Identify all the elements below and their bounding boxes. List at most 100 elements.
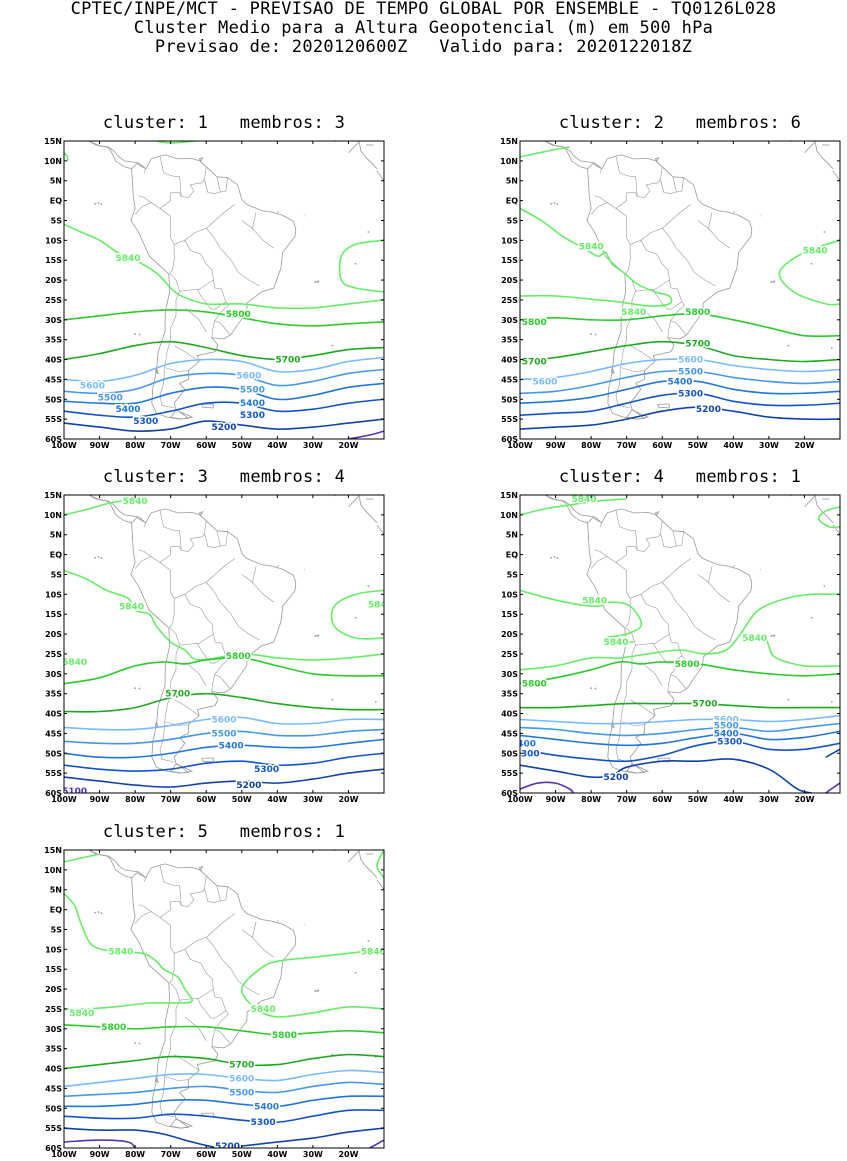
lat-label: 50S <box>45 1104 62 1113</box>
contour-5600 <box>520 716 840 724</box>
island-dot <box>788 345 790 347</box>
island-coastline <box>199 867 203 870</box>
island-coastline <box>658 404 670 408</box>
country-border <box>621 368 645 372</box>
contour-label-5500: 5500 <box>229 1088 254 1098</box>
contour-5300 <box>64 1110 384 1122</box>
island-dot <box>556 203 558 205</box>
contour-5840 <box>765 634 840 666</box>
island-coastline <box>277 566 279 567</box>
panel-2-title: cluster: 2 membros: 6 <box>520 113 840 133</box>
contour-5200 <box>520 407 840 429</box>
lon-label: 50W <box>688 441 708 450</box>
lat-label: 35S <box>501 690 518 699</box>
island-coastline <box>348 496 377 523</box>
lat-label: 30S <box>45 1025 62 1034</box>
country-border <box>616 156 637 208</box>
country-border <box>637 521 662 552</box>
lat-label: 5S <box>507 216 519 225</box>
lon-label: 80W <box>125 1150 145 1159</box>
lon-label: 100W <box>507 795 533 804</box>
map-frame <box>520 495 840 793</box>
lat-label: EQ <box>506 551 518 560</box>
lon-label: 60W <box>196 795 216 804</box>
island-coastline <box>202 404 214 408</box>
map-frame <box>64 850 384 1148</box>
lat-label: 20S <box>45 985 62 994</box>
contour-label-5840: 5840 <box>621 308 646 318</box>
island-coastline <box>655 158 659 161</box>
lon-label: 70W <box>161 441 181 450</box>
island-dot <box>550 557 552 559</box>
contour-label-5800: 5800 <box>226 310 251 320</box>
lon-label: 70W <box>161 1150 181 1159</box>
contour-label-5300: 5300 <box>254 765 279 775</box>
coastline-layer <box>85 843 385 1128</box>
contour-label-5840: 5840 <box>108 947 133 957</box>
lon-label: 20W <box>338 1150 358 1159</box>
country-border <box>212 321 215 338</box>
island-coastline <box>199 512 203 515</box>
island-coastline <box>833 171 840 181</box>
contour-5840 <box>520 209 672 306</box>
contour-layer <box>64 850 384 1148</box>
contour-label-5840: 5840 <box>742 634 767 644</box>
lat-label: 55S <box>501 415 518 424</box>
country-border <box>673 531 677 546</box>
island-dot <box>811 617 813 619</box>
lon-label: 40W <box>267 795 287 804</box>
contour-5840 <box>340 240 384 292</box>
island-dot <box>811 263 813 265</box>
contour-label-5200: 5200 <box>211 423 236 433</box>
lon-label: 30W <box>759 441 779 450</box>
country-border <box>174 594 213 645</box>
island-dot <box>823 585 825 587</box>
lon-label: 50W <box>232 441 252 450</box>
contour-5840 <box>64 854 100 862</box>
lat-label: 40S <box>501 356 518 365</box>
contour-label-5800: 5800 <box>101 1023 126 1033</box>
lat-label: 55S <box>45 415 62 424</box>
lat-label: 5S <box>507 570 519 579</box>
island-dot <box>556 557 558 559</box>
island-dot <box>98 202 100 204</box>
lat-label: 30S <box>45 670 62 679</box>
contour-label-5800: 5800 <box>675 660 700 670</box>
island-dot <box>594 688 596 690</box>
contour-5840 <box>819 507 840 527</box>
lat-label: EQ <box>506 197 518 206</box>
contour-label-5500: 5500 <box>211 729 236 739</box>
country-border <box>660 532 683 548</box>
country-border <box>242 221 274 249</box>
lon-label: 60W <box>196 441 216 450</box>
island-dot <box>770 281 772 283</box>
country-border <box>160 865 181 917</box>
lon-label: 30W <box>759 795 779 804</box>
lon-label: 80W <box>125 795 145 804</box>
island-dot <box>138 334 140 336</box>
country-border <box>181 521 206 552</box>
country-border <box>160 156 181 208</box>
country-border <box>144 523 146 527</box>
lat-label: 55S <box>501 769 518 778</box>
country-border <box>662 559 691 583</box>
contour-5840 <box>377 850 384 878</box>
lat-label: 10S <box>45 590 62 599</box>
contour-label-5400: 5400 <box>254 1102 279 1112</box>
contour-label-5400: 5400 <box>115 405 140 415</box>
country-border <box>252 567 256 583</box>
country-border <box>217 177 221 192</box>
contour-label-5400: 5400 <box>219 741 244 751</box>
contour-5800 <box>64 310 384 326</box>
country-border <box>641 228 716 286</box>
contour-label-5500: 5500 <box>678 367 703 377</box>
contour-label-5600: 5600 <box>211 715 236 725</box>
central-america-coastline <box>89 141 132 169</box>
contour-label-5300: 5300 <box>515 749 540 759</box>
lon-label: 50W <box>688 795 708 804</box>
lat-label: 20S <box>501 630 518 639</box>
country-border <box>174 949 213 1000</box>
contour-label-5700: 5700 <box>522 358 547 368</box>
header-line-2: Cluster Medio para a Altura Geopotencial… <box>0 19 847 38</box>
lat-label: 10S <box>501 236 518 245</box>
